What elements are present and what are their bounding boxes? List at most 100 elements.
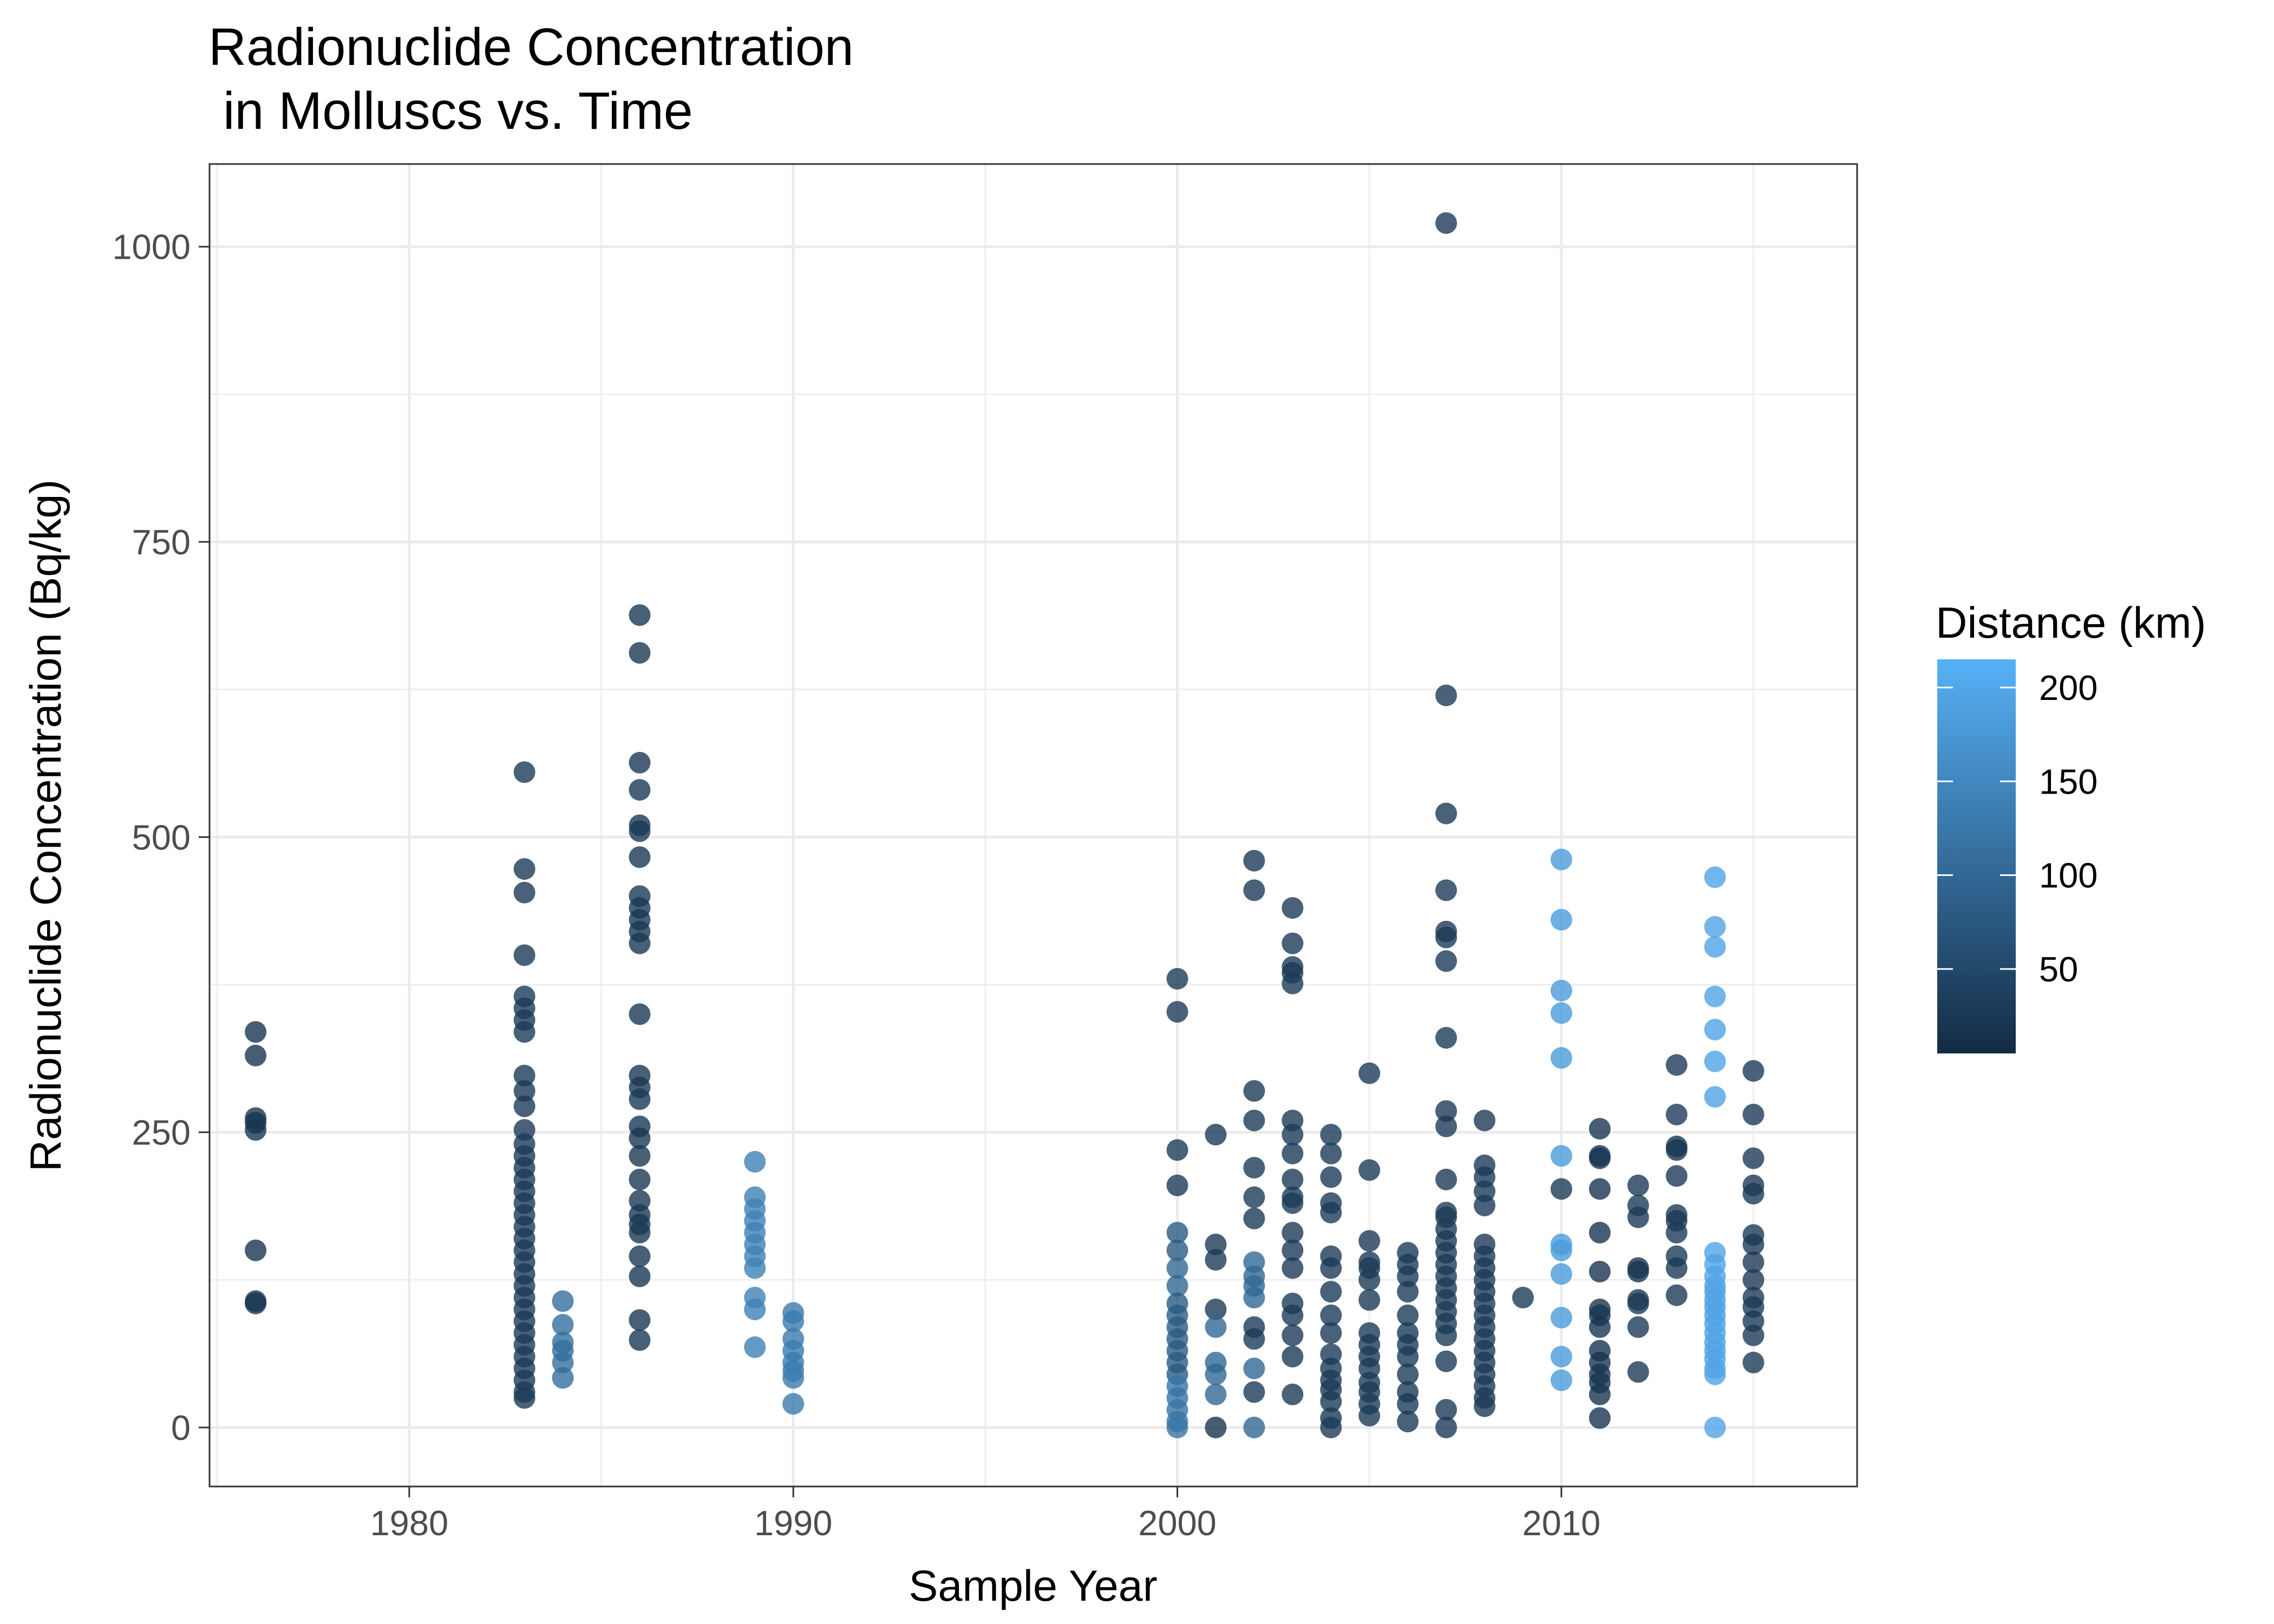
data-point xyxy=(629,846,651,868)
data-point xyxy=(1282,1383,1304,1405)
data-point xyxy=(1550,848,1572,870)
data-point xyxy=(1589,1407,1611,1429)
data-point xyxy=(629,1245,651,1267)
data-point xyxy=(629,1329,651,1351)
data-point xyxy=(1435,802,1458,824)
y-tick-label: 500 xyxy=(132,817,191,857)
chart-title-line-2: in Molluscs vs. Time xyxy=(208,81,693,140)
data-point xyxy=(629,1145,651,1167)
data-points xyxy=(245,212,1765,1438)
data-point xyxy=(1550,1263,1572,1285)
data-point xyxy=(513,858,535,880)
x-tick-label: 1990 xyxy=(754,1503,833,1543)
data-point xyxy=(245,1044,267,1066)
chart-title-line-1: Radionuclide Concentration xyxy=(208,17,854,76)
data-point xyxy=(1435,1115,1458,1137)
data-point xyxy=(1627,1316,1649,1338)
data-point xyxy=(1205,1233,1227,1255)
data-point xyxy=(1550,1369,1572,1391)
data-point xyxy=(1627,1261,1649,1283)
data-point xyxy=(1550,979,1572,1001)
data-point xyxy=(1397,1411,1419,1433)
y-tick-label: 1000 xyxy=(112,227,191,267)
data-point xyxy=(513,1095,535,1117)
data-point xyxy=(1166,1257,1188,1279)
data-point xyxy=(1166,1275,1188,1297)
data-point xyxy=(1627,1206,1649,1228)
data-point xyxy=(1589,1316,1611,1338)
x-axis-ticks: 1980 1990 2000 2010 xyxy=(370,1487,1600,1543)
data-point xyxy=(1627,1174,1649,1196)
data-point xyxy=(1512,1287,1534,1308)
data-point xyxy=(1282,1324,1304,1346)
data-point xyxy=(1243,1157,1265,1179)
data-point xyxy=(1358,1405,1381,1427)
legend-tick-label: 50 xyxy=(2039,949,2078,989)
data-point xyxy=(1166,968,1188,990)
data-point xyxy=(1435,1350,1458,1372)
data-point xyxy=(1589,1178,1611,1200)
data-point xyxy=(782,1367,805,1389)
data-point xyxy=(1320,1201,1342,1223)
data-point xyxy=(629,1127,651,1149)
data-point xyxy=(1282,1142,1304,1164)
y-axis-title: Radionuclide Concentration (Bq/kg) xyxy=(22,480,70,1172)
data-point xyxy=(1435,950,1458,972)
data-point xyxy=(1205,1383,1227,1405)
data-point xyxy=(513,761,535,783)
data-point xyxy=(1397,1281,1419,1303)
data-point xyxy=(1205,1249,1227,1271)
data-point xyxy=(1358,1269,1381,1291)
data-point xyxy=(1665,1103,1688,1125)
data-point xyxy=(1282,1304,1304,1326)
data-point xyxy=(1550,1145,1572,1167)
data-point xyxy=(552,1351,574,1373)
data-point xyxy=(1550,1307,1572,1329)
legend-title: Distance (km) xyxy=(1936,599,2206,647)
data-point xyxy=(1704,936,1726,958)
data-point xyxy=(245,1292,267,1314)
data-point xyxy=(1550,1178,1572,1200)
data-point xyxy=(1205,1316,1227,1338)
data-point xyxy=(1243,1328,1265,1350)
data-point xyxy=(1243,1416,1265,1438)
y-tick-label: 750 xyxy=(132,522,191,562)
data-point xyxy=(1665,1139,1688,1161)
data-point xyxy=(1589,1147,1611,1169)
data-point xyxy=(1473,1109,1495,1131)
data-point xyxy=(1282,1123,1304,1145)
data-point xyxy=(1665,1257,1688,1279)
data-point xyxy=(1320,1281,1342,1303)
data-point xyxy=(1435,212,1458,234)
data-point xyxy=(513,1387,535,1409)
data-point xyxy=(1320,1142,1342,1164)
data-point xyxy=(629,1309,651,1331)
data-point xyxy=(1358,1062,1381,1084)
data-point xyxy=(1358,1159,1381,1181)
data-point xyxy=(1665,1284,1688,1306)
data-point xyxy=(1435,1168,1458,1190)
data-point xyxy=(1742,1183,1765,1205)
data-point xyxy=(1282,1346,1304,1368)
data-point xyxy=(1243,1186,1265,1208)
data-point xyxy=(1742,1147,1765,1169)
data-point xyxy=(552,1290,574,1312)
data-point xyxy=(245,1239,267,1261)
data-point xyxy=(1435,684,1458,706)
legend-tick-label: 100 xyxy=(2039,856,2097,895)
data-point xyxy=(1243,1357,1265,1379)
data-point xyxy=(629,751,651,774)
data-point xyxy=(1282,1168,1304,1190)
data-point xyxy=(513,1080,535,1102)
data-point xyxy=(1435,879,1458,901)
data-point xyxy=(1550,1047,1572,1069)
data-point xyxy=(1205,1416,1227,1438)
data-point xyxy=(1473,1395,1495,1417)
data-point xyxy=(1320,1322,1342,1344)
data-point xyxy=(1166,1139,1188,1161)
data-point xyxy=(1282,897,1304,919)
data-point xyxy=(1282,1222,1304,1244)
data-point xyxy=(552,1314,574,1336)
data-point xyxy=(1320,1123,1342,1145)
data-point xyxy=(1166,1001,1188,1023)
